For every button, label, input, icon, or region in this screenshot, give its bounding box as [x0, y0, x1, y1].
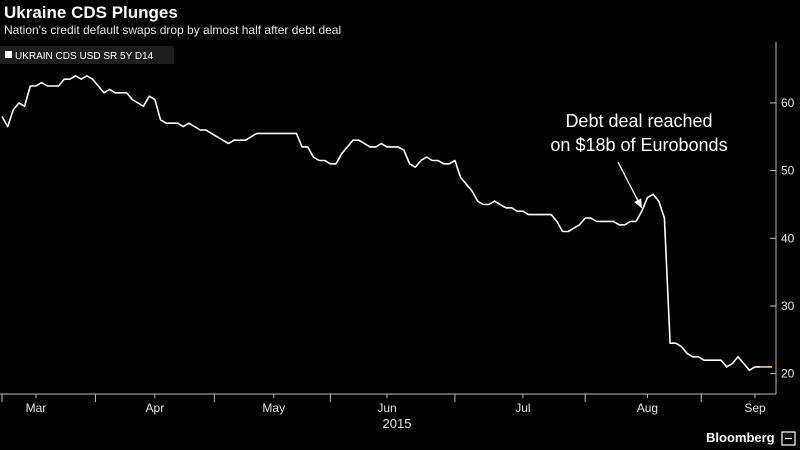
legend-label: UKRAIN CDS USD SR 5Y D14 [15, 51, 154, 62]
plot-group [1, 75, 772, 372]
annotation-text: on $18b of Eurobonds [550, 135, 727, 155]
annotation-text: Debt deal reached [565, 111, 712, 131]
bloomberg-logo: Bloomberg [706, 430, 775, 445]
y-tick-label: 60 [781, 96, 795, 110]
x-tick-label: Apr [146, 401, 165, 415]
brand-box-icon [781, 431, 796, 446]
chart-header: Ukraine CDS Plunges Nation's credit defa… [0, 0, 800, 42]
series-line [1, 75, 772, 372]
chart-area: 20 30 40 50 60 Mar Apr May Jun Jul Aug Sep 2015 UKRAI… [0, 42, 800, 450]
x-tick-label: Aug [637, 401, 658, 415]
line-chart: 20 30 40 50 60 Mar Apr May Jun Jul Aug Sep 2015 UKRAI… [0, 42, 796, 446]
x-tick-label: Jun [377, 401, 396, 415]
labels-group: 20 30 40 50 60 Mar Apr May Jun Jul Aug Sep 2015 UKRAI… [0, 46, 796, 446]
x-tick-label: Sep [744, 401, 766, 415]
x-year-label: 2015 [383, 416, 412, 431]
x-tick-label: Jul [515, 401, 530, 415]
axes-group [0, 42, 777, 402]
chart-subtitle: Nation's credit default swaps drop by al… [4, 23, 342, 37]
y-tick-label: 50 [781, 164, 795, 178]
legend-background [0, 46, 174, 64]
x-tick-label: Mar [26, 401, 47, 415]
y-tick-label: 40 [781, 231, 795, 245]
legend-swatch [5, 51, 12, 58]
y-tick-label: 20 [781, 367, 795, 381]
chart-title: Ukraine CDS Plunges [4, 3, 178, 22]
annotation-arrow-head [634, 198, 642, 209]
x-tick-label: May [262, 401, 285, 415]
y-tick-label: 30 [781, 299, 795, 313]
